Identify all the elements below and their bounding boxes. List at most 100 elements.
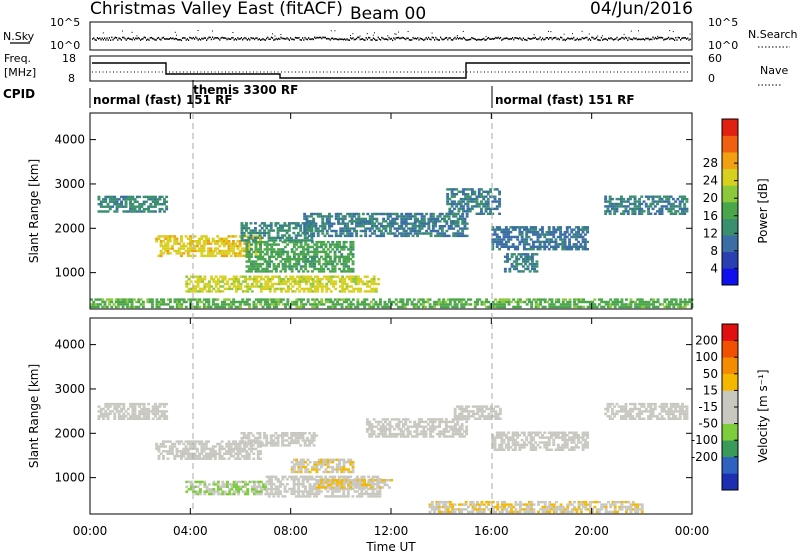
- data-cell-10: [557, 305, 561, 309]
- data-cell-2: [250, 485, 254, 488]
- data-cell-9: [615, 197, 619, 201]
- data-cell-10: [555, 300, 558, 304]
- data-cell-3: [376, 492, 380, 496]
- data-cell-7: [554, 243, 558, 246]
- data-cell-4: [292, 265, 296, 268]
- data-cell-5: [334, 232, 338, 235]
- data-cell-0: [151, 205, 155, 208]
- data-cell-7: [583, 233, 587, 236]
- data-cell-10: [220, 300, 224, 304]
- nsky-point: [634, 38, 636, 40]
- data-cell-5: [294, 434, 298, 437]
- data-cell-6: [468, 200, 472, 203]
- data-cell-3: [347, 285, 351, 288]
- data-cell-4: [263, 267, 267, 271]
- data-cell-6: [464, 202, 468, 206]
- data-cell-1: [207, 252, 210, 255]
- data-cell-0: [156, 410, 160, 413]
- nsky-point: [387, 39, 389, 41]
- data-cell-10: [286, 298, 290, 301]
- data-cell-3: [340, 487, 343, 491]
- data-cell-4: [252, 265, 256, 268]
- data-cell-0: [102, 412, 105, 416]
- data-cell-6: [381, 479, 385, 482]
- data-cell-6: [475, 195, 479, 198]
- data-cell-10: [270, 298, 274, 301]
- data-cell-3: [342, 487, 346, 491]
- data-cell-2: [247, 239, 251, 242]
- data-cell-7: [583, 238, 587, 241]
- data-cell-2: [240, 224, 244, 227]
- data-cell-5: [328, 217, 331, 221]
- data-cell-3: [322, 478, 325, 481]
- nsky-point: [138, 37, 140, 40]
- data-cell-2: [299, 227, 303, 230]
- data-cell-4: [263, 258, 267, 261]
- data-cell-0: [117, 405, 121, 408]
- data-cell-10: [514, 305, 518, 309]
- data-cell-5: [306, 444, 309, 447]
- data-cell-7: [563, 231, 567, 234]
- data-cell-3: [228, 285, 232, 288]
- data-cell-3: [276, 487, 280, 491]
- data-cell-3: [327, 287, 331, 291]
- data-cell-3: [214, 275, 218, 278]
- data-cell-1: [189, 442, 192, 446]
- data-cell-1: [222, 252, 226, 255]
- data-cell-3: [371, 487, 375, 491]
- data-cell-5: [420, 220, 424, 223]
- data-cell-3: [342, 492, 346, 496]
- nsky-point: [537, 38, 539, 41]
- data-cell-3: [273, 290, 277, 293]
- data-cell-6: [333, 486, 337, 489]
- data-cell-5: [461, 215, 465, 218]
- data-cell-4: [313, 250, 317, 254]
- data-cell-6: [475, 200, 479, 203]
- data-cell-4: [308, 255, 312, 258]
- data-cell-4: [306, 468, 310, 471]
- nsky-point: [352, 37, 354, 39]
- nave-tick-high: 60: [708, 52, 722, 65]
- data-cell-5: [411, 229, 415, 233]
- data-cell-6: [462, 207, 465, 211]
- data-cell-0: [135, 205, 139, 208]
- data-cell-0: [138, 207, 142, 211]
- data-cell-5: [418, 229, 422, 233]
- data-cell-1: [204, 455, 208, 458]
- data-cell-7: [541, 226, 544, 229]
- data-cell-3: [374, 282, 378, 286]
- data-cell-4: [335, 245, 339, 249]
- data-cell-1: [175, 252, 179, 255]
- data-cell-3: [377, 278, 381, 281]
- data-cell-5: [312, 232, 316, 235]
- data-cell-3: [299, 475, 303, 478]
- nsky-point: [530, 38, 532, 40]
- nsky-point: [426, 38, 428, 40]
- data-cell-10: [602, 300, 606, 304]
- data-cell-4: [263, 260, 267, 263]
- data-cell-10: [439, 305, 443, 309]
- data-cell-10: [446, 298, 450, 301]
- data-cell-10: [469, 298, 473, 301]
- data-cell-0: [122, 198, 126, 201]
- data-cell-6: [450, 195, 454, 198]
- data-cell-10: [347, 298, 351, 301]
- data-cell-0: [163, 415, 166, 418]
- data-cell-10: [128, 300, 132, 304]
- data-cell-10: [169, 298, 172, 301]
- data-cell-10: [121, 300, 125, 304]
- data-cell-0: [115, 203, 119, 206]
- data-cell-6: [459, 197, 463, 201]
- data-cell-4: [344, 270, 348, 273]
- data-cell-1: [200, 450, 204, 453]
- data-cell-6: [336, 479, 339, 482]
- data-cell-10: [518, 298, 522, 301]
- data-cell-0: [163, 203, 166, 206]
- data-cell-10: [638, 300, 642, 304]
- data-cell-2: [259, 488, 263, 491]
- data-cell-10: [239, 300, 242, 304]
- data-cell-7: [556, 228, 560, 231]
- data-cell-5: [420, 232, 424, 235]
- data-cell-9: [667, 210, 671, 213]
- data-cell-10: [126, 303, 129, 306]
